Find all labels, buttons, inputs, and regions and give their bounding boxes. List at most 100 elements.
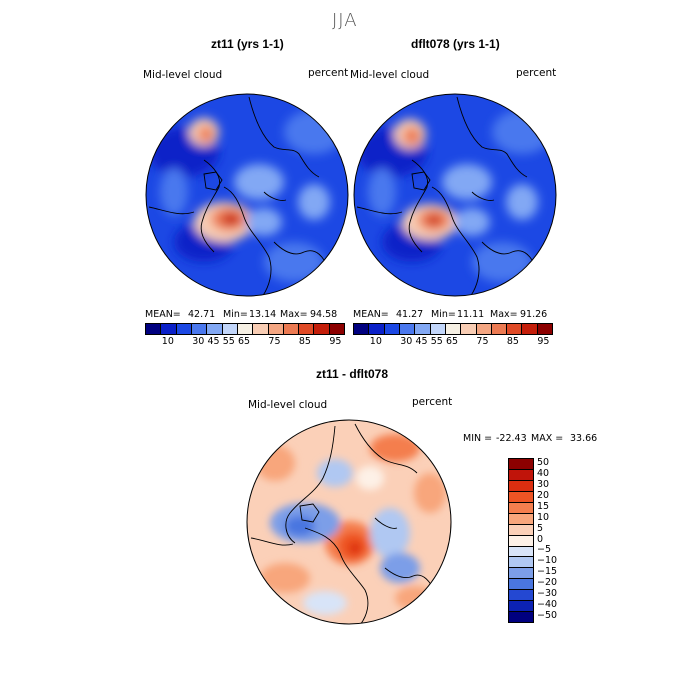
diff-units: percent bbox=[412, 396, 453, 408]
diff-min-value: -22.43 bbox=[496, 433, 527, 444]
panel2-colorbar-ticks: 10 30 45 55 65 75 85 95 bbox=[353, 336, 553, 348]
diff-colorbar-swatch bbox=[509, 601, 533, 613]
diff-colorbar-tick-label: −40 bbox=[537, 598, 558, 610]
panel1-colorbar-swatch bbox=[207, 324, 223, 334]
diff-polar-map bbox=[246, 419, 452, 625]
diff-colorbar-swatch bbox=[509, 459, 533, 470]
panel2-colorbar-tick-label: 30 bbox=[400, 336, 413, 347]
diff-colorbar-swatch bbox=[509, 502, 533, 514]
panel1-max-label: Max= bbox=[280, 309, 308, 320]
panel1-colorbar-tick-label: 65 bbox=[237, 336, 251, 347]
panel2-colorbar-swatch bbox=[415, 324, 431, 334]
diff-colorbar-tick-label: −50 bbox=[537, 609, 558, 621]
panel1-colorbar-swatch bbox=[283, 324, 300, 334]
diff-colorbar-tick-label: −30 bbox=[537, 587, 558, 599]
diff-variable: Mid-level cloud bbox=[248, 399, 328, 411]
panel2-colorbar-tick-label: 75 bbox=[476, 336, 489, 347]
panel2-colorbar-swatch bbox=[522, 324, 538, 334]
panel1-polar-map bbox=[145, 93, 349, 297]
panel2-max-label: Max= bbox=[490, 309, 518, 320]
panel2-colorbar-tick-label: 85 bbox=[506, 336, 519, 347]
panel2-mean-label: MEAN= bbox=[353, 309, 389, 320]
panel2-colorbar-swatch bbox=[384, 324, 400, 334]
panel2-max-value: 91.26 bbox=[520, 309, 548, 320]
panel2-colorbar-tick-label: 45 bbox=[415, 336, 428, 347]
panel2-colorbar-tick-label: 10 bbox=[369, 336, 382, 347]
panel2-colorbar-tick-label: 95 bbox=[537, 336, 550, 347]
panel1-colorbar-swatch bbox=[268, 324, 284, 334]
diff-colorbar-swatch bbox=[509, 469, 533, 481]
panel1-colorbar-swatch bbox=[253, 324, 269, 334]
panel2-units: percent bbox=[516, 67, 557, 79]
diff-colorbar-tick-label: 20 bbox=[537, 490, 550, 502]
panel1-colorbar bbox=[145, 323, 345, 335]
panel1-colorbar-tick-label: 75 bbox=[268, 336, 281, 347]
panel2-min-value: 11.11 bbox=[457, 309, 485, 320]
panel2-colorbar-swatch bbox=[354, 324, 370, 334]
panel1-colorbar-tick-label: 45 bbox=[207, 336, 220, 347]
diff-max-label: MAX = bbox=[531, 433, 564, 444]
panel1-colorbar-tick-label: 85 bbox=[298, 336, 311, 347]
diff-max-value: 33.66 bbox=[570, 433, 598, 444]
panel1-colorbar-swatch bbox=[237, 324, 254, 334]
panel1-colorbar-tick-label: 95 bbox=[329, 336, 342, 347]
diff-colorbar-swatch bbox=[509, 590, 533, 602]
panel1-colorbar-swatch bbox=[176, 324, 192, 334]
panel2-title: dflt078 (yrs 1-1) bbox=[411, 37, 500, 51]
panel2-colorbar-swatch bbox=[430, 324, 446, 334]
diff-colorbar-swatch bbox=[509, 535, 533, 547]
diff-colorbar-swatch bbox=[509, 546, 533, 558]
diff-colorbar-swatch bbox=[509, 491, 533, 503]
diff-colorbar-swatch bbox=[509, 524, 533, 536]
diff-colorbar-tick-label: 0 bbox=[537, 533, 544, 545]
panel2-colorbar-swatch bbox=[507, 324, 523, 334]
diff-colorbar-swatch bbox=[509, 513, 533, 525]
diff-colorbar-tick-label: 50 bbox=[537, 457, 550, 469]
diff-colorbar bbox=[508, 458, 534, 623]
panel1-min-value: 13.14 bbox=[249, 309, 277, 320]
panel2-mean-value: 41.27 bbox=[396, 309, 424, 320]
panel1-mean-value: 42.71 bbox=[188, 309, 216, 320]
panel1-colorbar-swatch bbox=[314, 324, 330, 334]
diff-title: zt11 - dflt078 bbox=[316, 367, 389, 381]
panel2-colorbar-swatch bbox=[369, 324, 385, 334]
panel2-polar-map bbox=[353, 93, 557, 297]
diff-colorbar-tick-label: 15 bbox=[537, 500, 550, 512]
diff-colorbar-tick-label: 30 bbox=[537, 479, 550, 491]
panel2-colorbar-swatch bbox=[461, 324, 477, 334]
diff-min-label: MIN = bbox=[463, 433, 493, 444]
panel1-colorbar-swatch bbox=[222, 324, 238, 334]
panel1-units: percent bbox=[308, 67, 349, 79]
panel1-colorbar-swatch bbox=[161, 324, 177, 334]
panel1-colorbar-swatch bbox=[299, 324, 315, 334]
panel2-colorbar bbox=[353, 323, 553, 335]
panel1-min-label: Min= bbox=[223, 309, 248, 320]
diff-colorbar-tick-label: −15 bbox=[537, 566, 558, 578]
diff-colorbar-tick-label: −5 bbox=[537, 544, 552, 556]
panel1-title: zt11 (yrs 1-1) bbox=[211, 37, 284, 51]
diff-colorbar-ticks: 50 40 30 20 15 10 5 0 −5 −10 −15 −20 −30 −40 −50 bbox=[537, 457, 577, 623]
diff-colorbar-tick-label: 5 bbox=[537, 522, 544, 534]
diff-colorbar-tick-label: 40 bbox=[537, 468, 550, 480]
diff-colorbar-tick-label: −10 bbox=[537, 555, 558, 567]
panel1-colorbar-swatch bbox=[329, 324, 345, 334]
panel2-colorbar-tick-label: 65 bbox=[445, 336, 459, 347]
panel2-colorbar-swatch bbox=[399, 324, 416, 334]
panel1-max-value: 94.58 bbox=[310, 309, 338, 320]
diff-colorbar-swatch bbox=[509, 568, 533, 580]
panel2-colorbar-tick-label: 55 bbox=[430, 336, 443, 347]
panel1-colorbar-swatch bbox=[191, 324, 208, 334]
panel2-variable: Mid-level cloud bbox=[350, 69, 430, 81]
panel2-colorbar-swatch bbox=[491, 324, 508, 334]
diff-colorbar-swatch bbox=[509, 480, 533, 492]
panel1-variable: Mid-level cloud bbox=[143, 69, 223, 81]
diff-colorbar-swatch bbox=[509, 557, 533, 569]
diff-colorbar-tick-label: 10 bbox=[537, 511, 550, 523]
panel1-colorbar-tick-label: 30 bbox=[192, 336, 205, 347]
diff-colorbar-swatch bbox=[509, 612, 533, 623]
panel1-colorbar-tick-label: 55 bbox=[222, 336, 235, 347]
panel1-mean-label: MEAN= bbox=[145, 309, 181, 320]
panel2-colorbar-swatch bbox=[537, 324, 553, 334]
diff-colorbar-swatch bbox=[509, 579, 533, 591]
panel2-min-label: Min= bbox=[431, 309, 456, 320]
